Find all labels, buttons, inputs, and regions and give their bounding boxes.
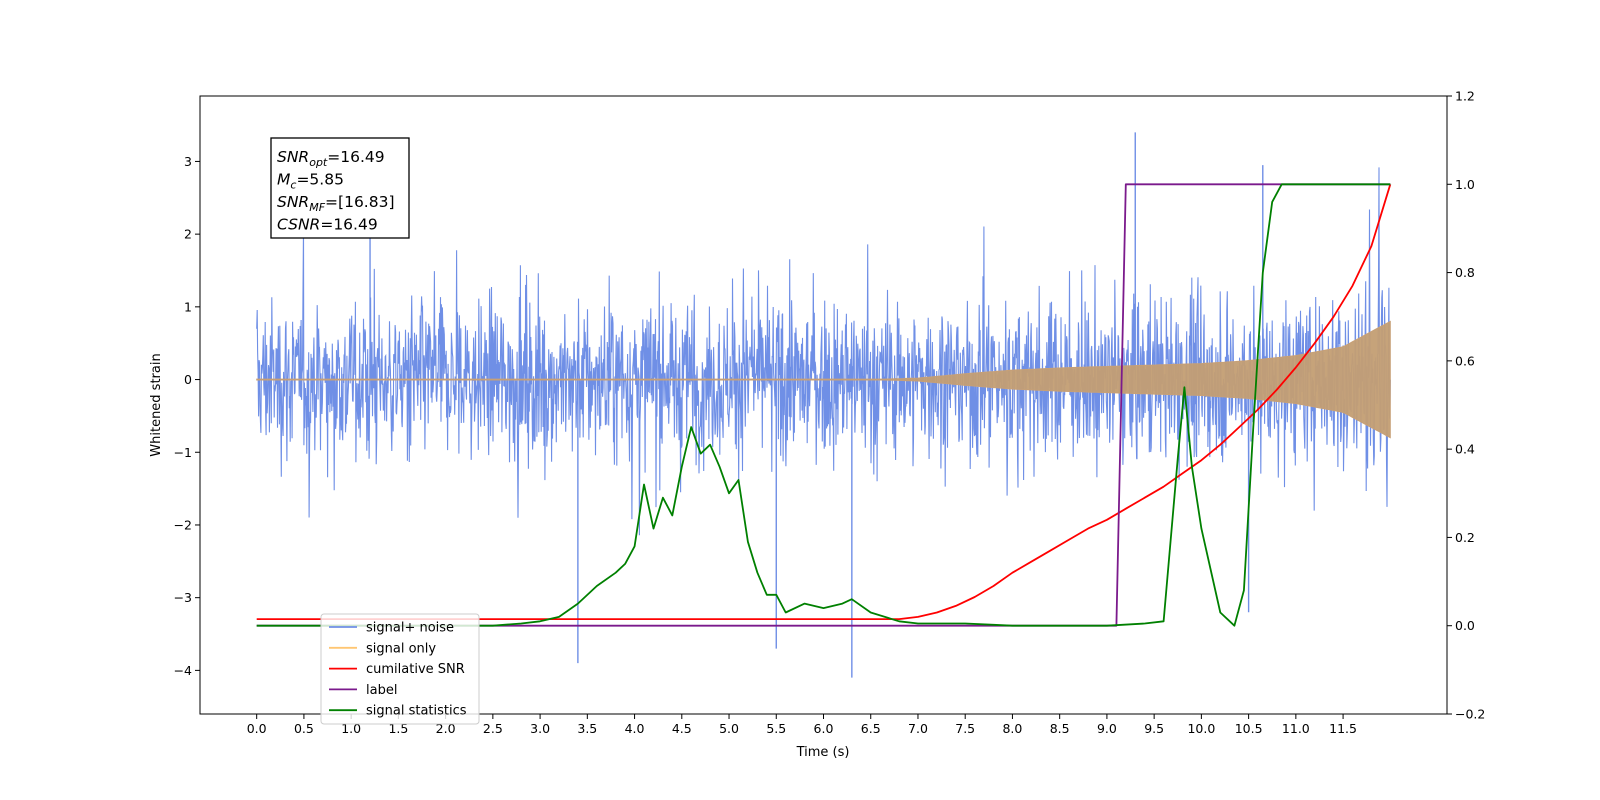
x-tick-label: 2.5 [483, 721, 503, 736]
y-axis-label: Whitened strain [149, 353, 164, 456]
legend-label: cumilative SNR [366, 662, 465, 677]
y-axis-left: −4 −3 −2 −1 0 1 2 3 [174, 154, 200, 678]
y-right-tick-label: 1.0 [1455, 177, 1475, 192]
y-right-tick-label: 0.0 [1455, 618, 1475, 633]
y-left-tick-label: −1 [174, 445, 192, 460]
annotation-frame [270, 137, 410, 239]
annotation-line: CSNR=16.49 [277, 216, 378, 234]
x-tick-label: 11.5 [1329, 721, 1357, 736]
x-tick-label: 7.5 [955, 721, 975, 736]
x-tick-label: 9.0 [1097, 721, 1117, 736]
y-axis-right: −0.2 0.0 0.2 0.4 0.6 0.8 1.0 1.2 [1447, 89, 1485, 722]
legend-label: signal+ noise [366, 621, 454, 636]
x-tick-label: 9.5 [1144, 721, 1164, 736]
series-signal-statistics [256, 183, 1391, 627]
y-left-tick-label: 0 [184, 372, 192, 387]
x-tick-label: 10.5 [1235, 721, 1263, 736]
annotation-line: SNRopt=16.49 [277, 148, 385, 169]
x-tick-label: 0.5 [294, 721, 314, 736]
x-tick-label: 11.0 [1282, 721, 1310, 736]
plot-data-layer [256, 132, 1392, 678]
x-tick-label: 5.0 [719, 721, 739, 736]
x-axis-label: Time (s) [796, 745, 850, 760]
y-left-tick-label: 2 [184, 227, 192, 242]
x-tick-label: 4.5 [672, 721, 692, 736]
y-left-tick-label: −3 [174, 590, 192, 605]
legend-frame [320, 613, 480, 725]
x-tick-label: 0.0 [247, 721, 267, 736]
annotation-line: SNRMF=[16.83] [277, 193, 395, 214]
annotation-line: Mc=5.85 [277, 171, 344, 192]
x-tick-label: 5.5 [766, 721, 786, 736]
x-tick-label: 8.5 [1050, 721, 1070, 736]
y-right-tick-label: 0.8 [1455, 265, 1475, 280]
y-right-tick-label: 0.2 [1455, 530, 1475, 545]
legend-label: signal statistics [366, 704, 467, 719]
x-tick-label: 3.0 [530, 721, 550, 736]
series-label [256, 183, 1391, 627]
x-tick-label: 4.0 [625, 721, 645, 736]
x-tick-label: 6.5 [861, 721, 881, 736]
y-right-tick-label: 0.4 [1455, 442, 1475, 457]
x-tick-label: 2.0 [436, 721, 456, 736]
y-left-tick-label: −4 [174, 663, 192, 678]
x-tick-label: 1.0 [341, 721, 361, 736]
legend-label: signal only [366, 641, 436, 656]
x-tick-label: 10.0 [1187, 721, 1215, 736]
series-cumulative-snr [256, 184, 1392, 620]
y-right-tick-label: 0.6 [1455, 353, 1475, 368]
y-left-tick-label: 3 [184, 154, 192, 169]
x-tick-label: 6.0 [814, 721, 834, 736]
x-tick-label: 3.5 [577, 721, 597, 736]
legend-label: label [366, 683, 397, 698]
x-tick-label: 1.5 [388, 721, 408, 736]
y-left-tick-label: 1 [184, 299, 192, 314]
legend: signal+ noise signal only cumilative SNR la… [320, 613, 480, 725]
x-tick-label: 7.0 [908, 721, 928, 736]
y-left-tick-label: −2 [174, 517, 192, 532]
y-right-tick-label: −0.2 [1455, 707, 1485, 722]
y-right-tick-label: 1.2 [1455, 89, 1475, 104]
series-signal-only [256, 320, 1391, 439]
x-tick-label: 8.0 [1002, 721, 1022, 736]
